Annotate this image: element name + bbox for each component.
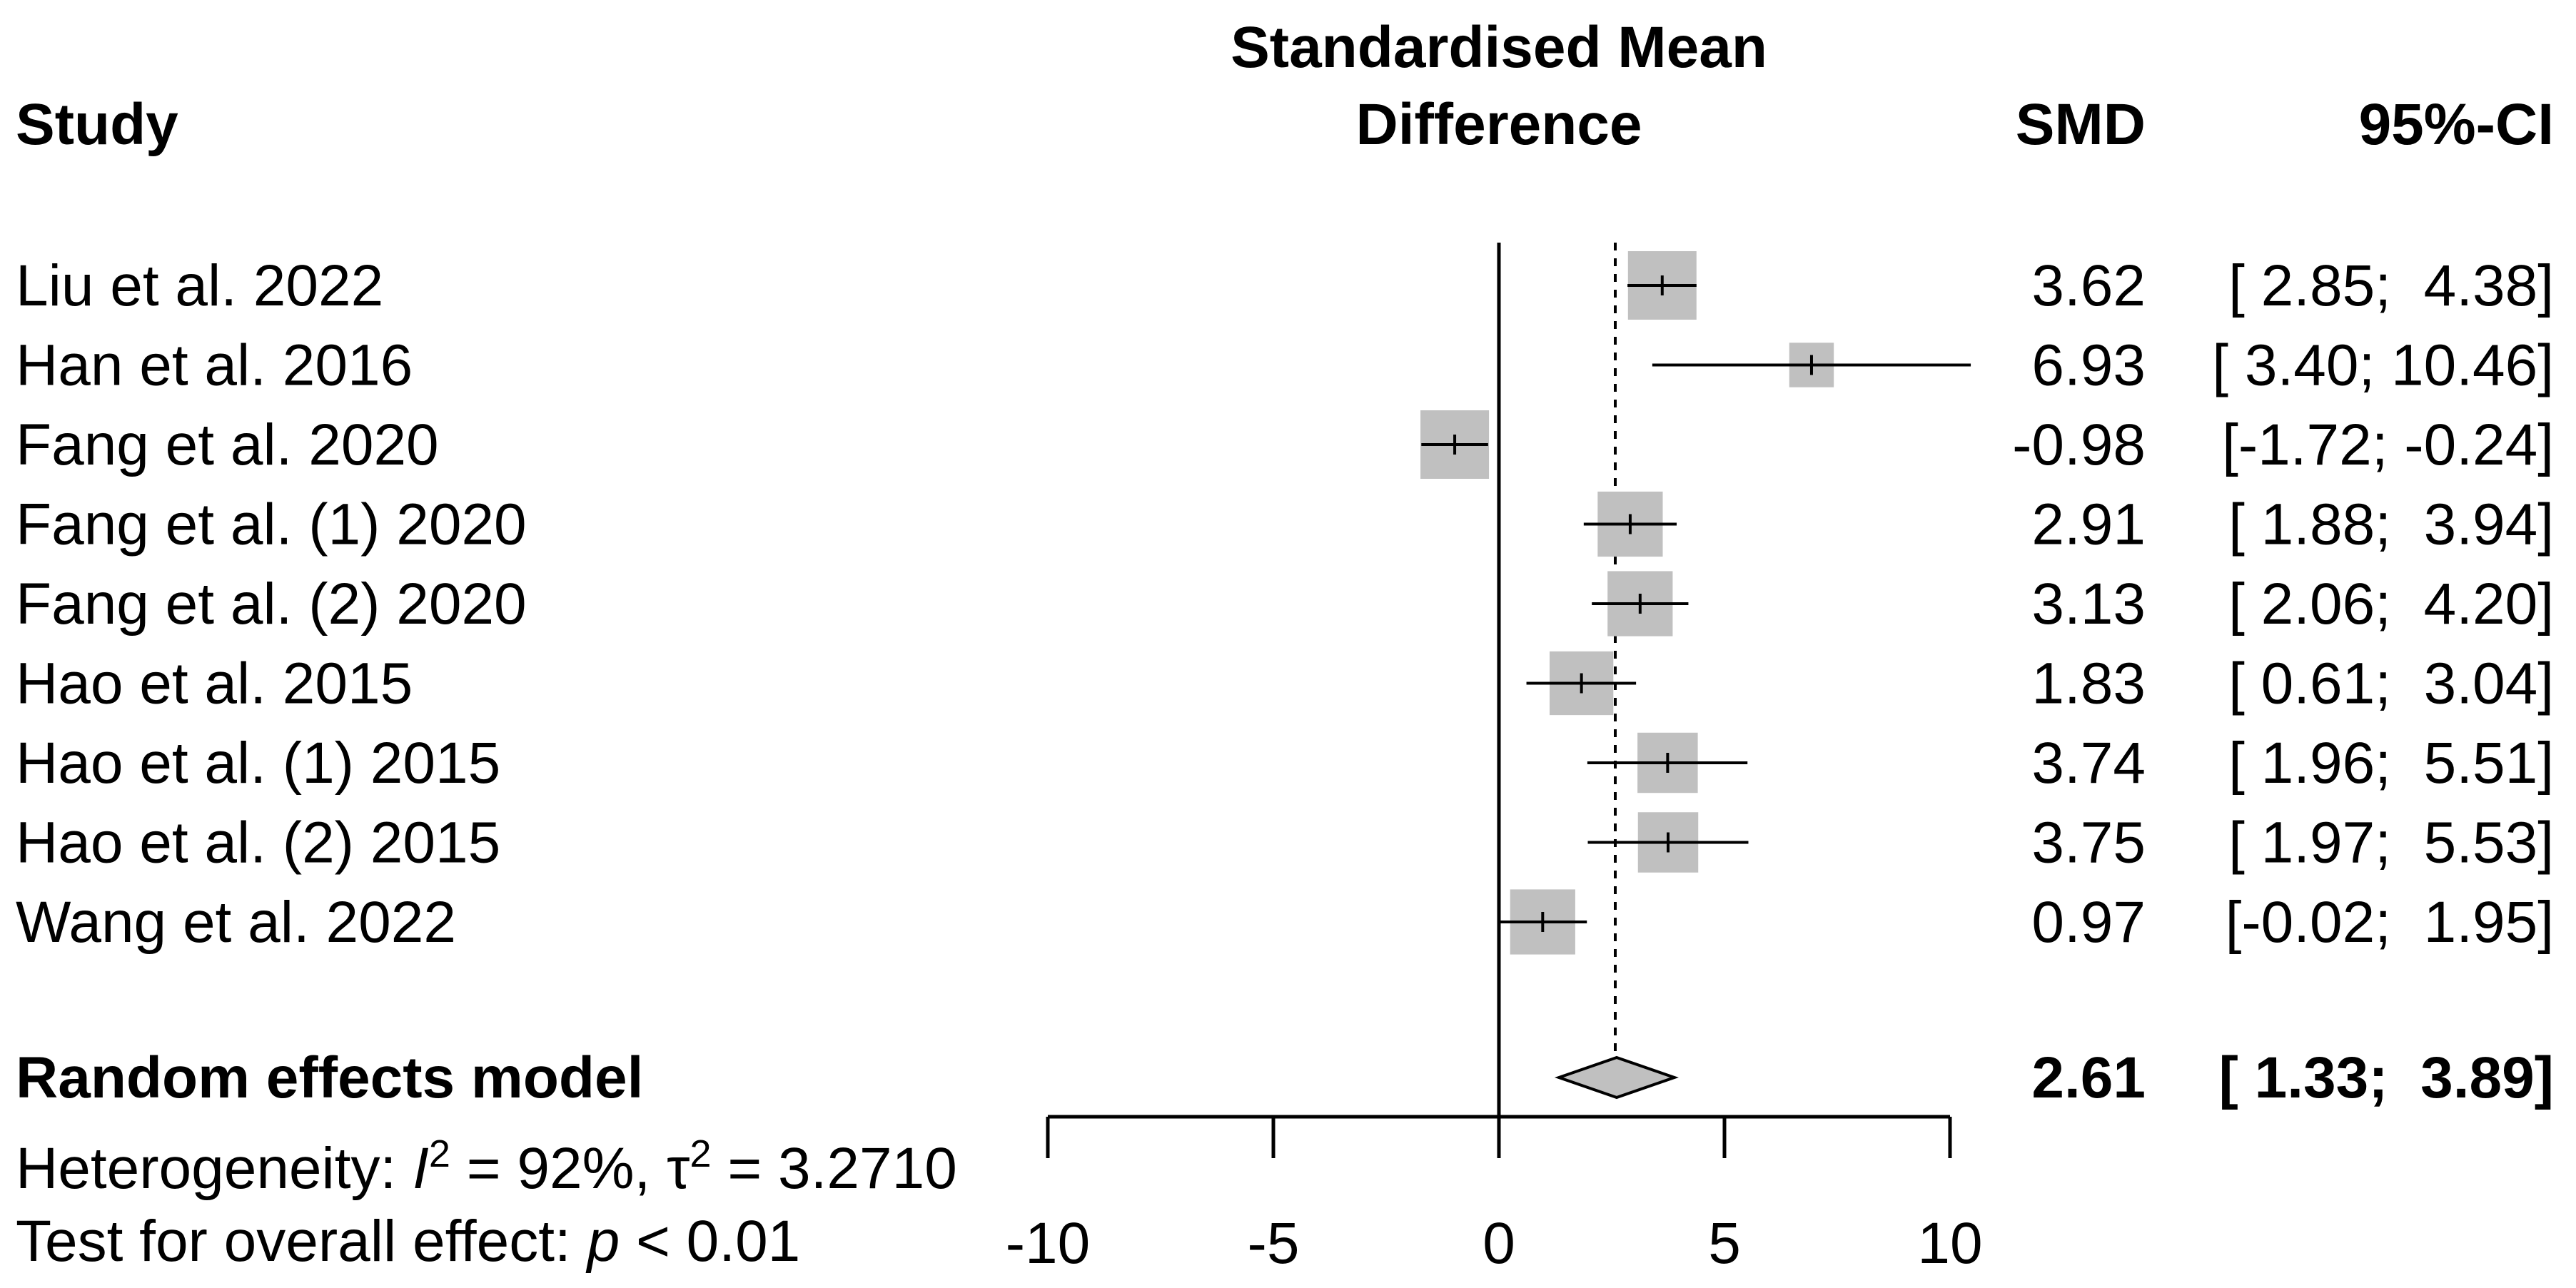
x-tick-label-4: 10 xyxy=(1917,1211,1982,1276)
study-ci: [ 1.88; 3.94] xyxy=(2228,492,2554,557)
study-ci: [-1.72; -0.24] xyxy=(2222,412,2554,477)
study-smd: 3.62 xyxy=(2031,253,2146,318)
study-ci: [ 3.40; 10.46] xyxy=(2212,333,2554,398)
study-smd: 0.97 xyxy=(2031,890,2146,955)
overall-effect-text: Test for overall effect: p < 0.01 xyxy=(16,1209,800,1274)
study-ci: [-0.02; 1.95] xyxy=(2226,890,2554,955)
header-effect-line1: Standardised Mean xyxy=(1231,15,1767,80)
study-smd: 3.13 xyxy=(2031,572,2146,637)
study-smd: 3.75 xyxy=(2031,811,2146,876)
study-smd: -0.98 xyxy=(2012,412,2146,477)
study-label: Fang et al. 2020 xyxy=(16,412,439,477)
study-label: Fang et al. (1) 2020 xyxy=(16,492,527,557)
study-smd: 6.93 xyxy=(2031,333,2146,398)
pooled-label: Random effects model xyxy=(16,1045,643,1110)
study-label: Fang et al. (2) 2020 xyxy=(16,572,527,637)
header-study: Study xyxy=(16,92,178,157)
x-tick-label-0: -10 xyxy=(1006,1211,1091,1276)
study-smd: 1.83 xyxy=(2031,651,2146,716)
study-label: Hao et al. 2015 xyxy=(16,651,413,716)
study-ci: [ 1.97; 5.53] xyxy=(2228,811,2554,876)
study-smd: 3.74 xyxy=(2031,731,2146,796)
study-ci: [ 2.06; 4.20] xyxy=(2228,572,2554,637)
study-label: Han et al. 2016 xyxy=(16,333,413,398)
x-axis-ticks: -10 -5 0 5 10 xyxy=(1006,1117,1983,1276)
header-smd: SMD xyxy=(2016,92,2146,157)
header-effect-line2: Difference xyxy=(1355,92,1642,157)
pooled-row: Random effects model 2.61 [ 1.33; 3.89] xyxy=(16,1045,2554,1110)
study-label: Liu et al. 2022 xyxy=(16,253,383,318)
study-label: Hao et al. (1) 2015 xyxy=(16,731,500,796)
study-label: Hao et al. (2) 2015 xyxy=(16,811,500,876)
pooled-ci: [ 1.33; 3.89] xyxy=(2219,1045,2554,1110)
study-label: Wang et al. 2022 xyxy=(16,890,456,955)
x-tick-label-3: 5 xyxy=(1708,1211,1741,1276)
heterogeneity-text: Heterogeneity: I2 = 92%, τ2 = 3.2710 xyxy=(16,1132,957,1201)
study-smd: 2.91 xyxy=(2031,492,2146,557)
pooled-smd: 2.61 xyxy=(2031,1045,2146,1110)
header-ci: 95%-CI xyxy=(2359,92,2554,157)
x-tick-label-1: -5 xyxy=(1248,1211,1300,1276)
pooled-diamond xyxy=(1554,1055,1679,1100)
study-rows: Liu et al. 2022 3.62 [ 2.85; 4.38] Han et a… xyxy=(16,251,2554,955)
study-ci: [ 1.96; 5.51] xyxy=(2228,731,2554,796)
study-ci: [ 2.85; 4.38] xyxy=(2228,253,2554,318)
x-tick-label-2: 0 xyxy=(1483,1211,1515,1276)
study-ci: [ 0.61; 3.04] xyxy=(2228,651,2554,716)
